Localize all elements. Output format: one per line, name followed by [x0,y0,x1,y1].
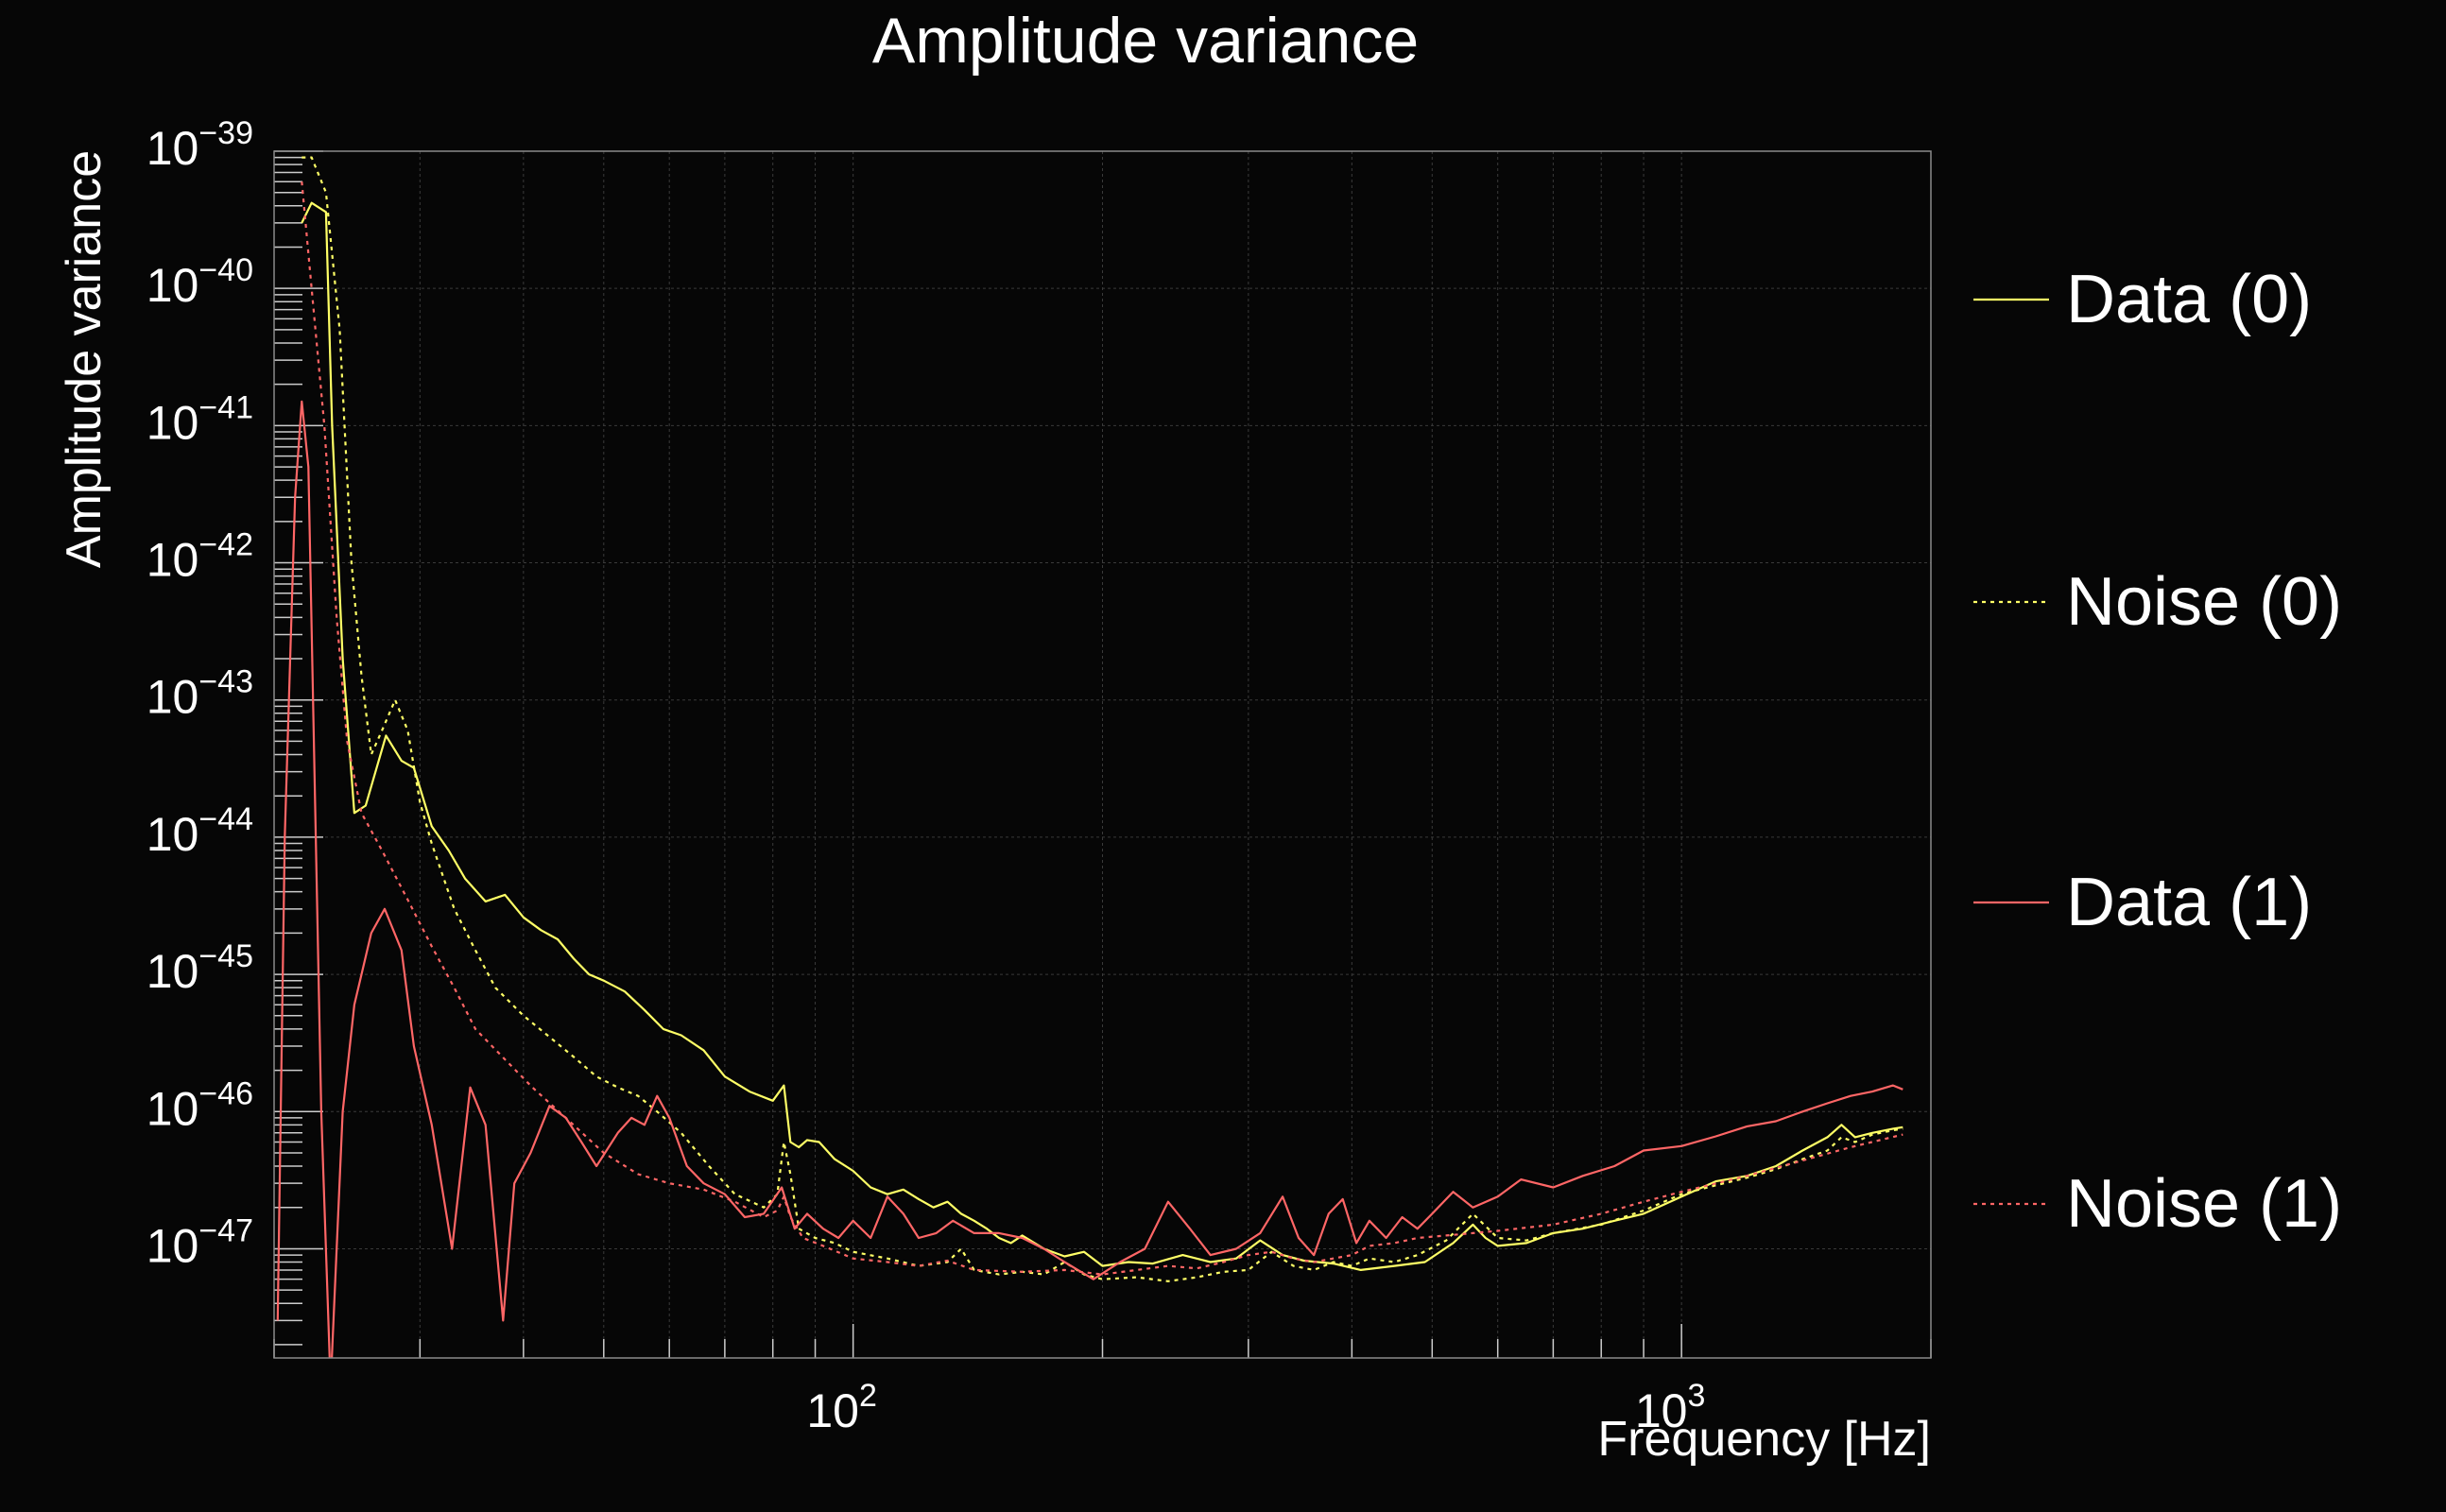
x-tick-label: 102 [806,1378,877,1437]
x-tick-label: 103 [1635,1378,1706,1437]
legend-item: Data (1) [1973,865,2312,940]
plot-frame [273,150,1932,1359]
legend-item: Noise (0) [1973,564,2342,640]
legend-item: Data (0) [1973,262,2312,337]
series-line-data-1 [276,400,1903,1358]
y-tick-label: 10−41 [146,389,253,449]
legend-label: Noise (1) [2066,1166,2342,1242]
y-tick-labels: 10−39 10−40 10−41 10−42 10−43 10−44 10−45 10−46… [146,115,253,1272]
y-tick-label: 10−42 [146,527,253,587]
chart-title: Amplitude variance [872,5,1419,77]
series-line-noise-0 [301,156,1903,1282]
y-axis-label: Amplitude variance [57,150,112,568]
series-line-noise-1 [301,181,1903,1276]
y-tick-label: 10−45 [146,938,253,998]
x-tick-labels: 102 103 [806,1378,1705,1437]
legend: Data (0) Noise (0) Data (1) Noise (1) [1973,262,2342,1242]
y-tick-label: 10−43 [146,664,253,724]
y-tick-label: 10−44 [146,801,253,861]
series-lines [276,156,1903,1358]
y-tick-label: 10−46 [146,1075,253,1135]
y-tick-label: 10−47 [146,1212,253,1272]
y-tick-label: 10−40 [146,252,253,312]
legend-label: Data (1) [2066,865,2312,940]
legend-label: Noise (0) [2066,564,2342,640]
y-tick-label: 10−39 [146,115,253,175]
grid-lines [273,150,1932,1358]
legend-item: Noise (1) [1973,1166,2342,1242]
axis-ticks [273,150,1932,1358]
legend-label: Data (0) [2066,262,2312,337]
x-axis-label: Frequency [Hz] [1597,1412,1931,1467]
